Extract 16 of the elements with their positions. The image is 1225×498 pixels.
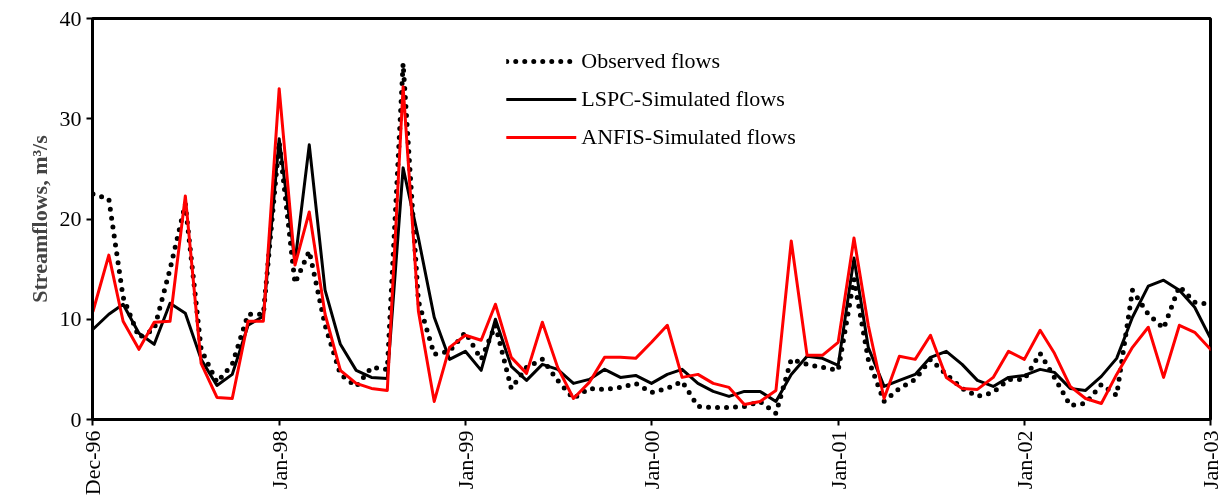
x-tick-label: Jan-99 (452, 430, 478, 490)
x-tick-label: Jan-98 (266, 430, 292, 490)
y-axis-title: Streamflows, m³/s (26, 134, 52, 303)
legend-label: Observed flows (581, 48, 720, 74)
y-tick-label: 10 (59, 306, 82, 332)
y-tick-label: 30 (59, 105, 82, 131)
x-tick-label: Jan-03 (1198, 430, 1223, 490)
y-tick-label: 40 (59, 5, 82, 31)
legend-label: ANFIS-Simulated flows (581, 124, 796, 150)
x-tick-label: Jan-00 (639, 430, 664, 490)
x-tick-label: Dec-96 (80, 430, 105, 496)
legend-label: LSPC-Simulated flows (581, 86, 785, 112)
x-tick-label: Jan-02 (1011, 430, 1037, 490)
x-tick-label: Jan-01 (825, 430, 851, 490)
y-tick-label: 20 (59, 206, 82, 231)
y-tick-label: 0 (70, 406, 82, 432)
